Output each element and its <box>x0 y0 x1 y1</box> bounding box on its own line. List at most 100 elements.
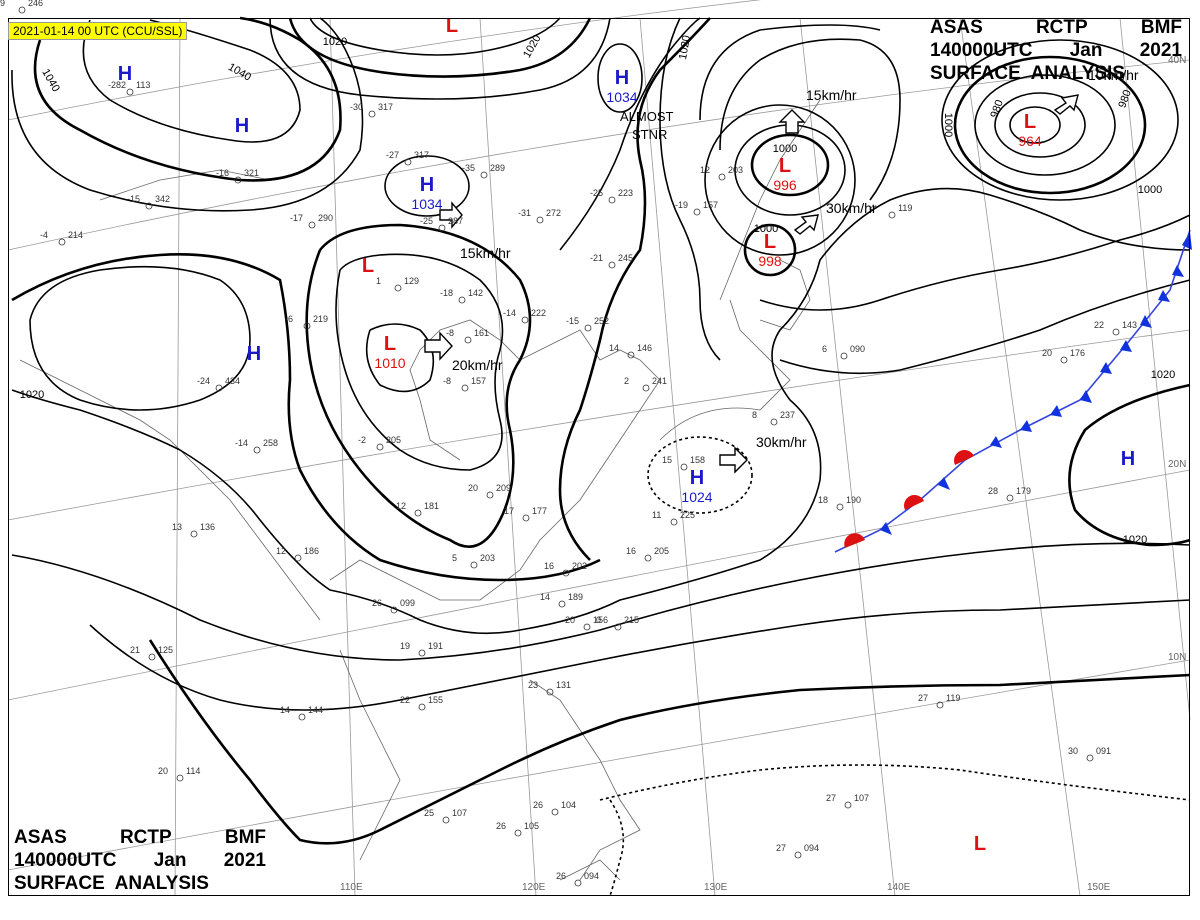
graticule <box>7 0 1191 897</box>
station-circle <box>794 851 802 859</box>
station-temperature: 27 <box>776 843 786 853</box>
station-temperature: -35 <box>462 163 475 173</box>
station-circle <box>442 816 450 824</box>
station-plot: 11 225 <box>652 510 695 526</box>
isobar-label: 1020 <box>20 389 44 401</box>
station-pressure: 245 <box>618 253 633 263</box>
station-circle <box>574 879 582 887</box>
station-plot: 21 125 <box>130 645 173 661</box>
isobar-label: 980 <box>988 98 1006 119</box>
central-pressure-value: 1034 <box>606 89 637 105</box>
high-pressure-center: H <box>1121 448 1135 470</box>
station-plot: -282 113 <box>108 80 150 96</box>
station-temperature: -6 <box>285 314 293 324</box>
lat-label: 10N <box>1168 652 1186 663</box>
station-pressure: 214 <box>68 230 83 240</box>
station-temperature: 12 <box>396 501 406 511</box>
station-temperature: -8 <box>446 328 454 338</box>
isobar-label: 1000 <box>942 113 954 137</box>
station-pressure: 179 <box>1016 486 1031 496</box>
station-pressure: 161 <box>474 328 489 338</box>
station-plot: -8 157 <box>443 376 486 392</box>
station-temperature: -2 <box>358 435 366 445</box>
station-temperature: 8 <box>752 410 757 420</box>
station-plot: 22 143 <box>1094 320 1137 336</box>
station-pressure: 094 <box>804 843 819 853</box>
station-temperature: -16 <box>216 168 229 178</box>
station-pressure: 342 <box>155 194 170 204</box>
station-circle <box>770 418 778 426</box>
station-temperature: 30 <box>1068 746 1078 756</box>
header-code: BMF <box>224 827 266 848</box>
station-plot: 23 131 <box>528 680 571 696</box>
station-circle <box>394 284 402 292</box>
station-circle <box>562 569 570 577</box>
station-plot: -4 214 <box>40 230 83 246</box>
motion-speed-label: 30km/hr <box>826 200 877 216</box>
header-top: ASAS RCTP BMF 140000UTC Jan 2021 SURFACE… <box>930 16 1182 85</box>
station-temperature: -27 <box>386 150 399 160</box>
lon-label: 120E <box>522 882 546 893</box>
station-plot: 0 215 <box>596 615 639 631</box>
station-pressure: 113 <box>136 80 150 90</box>
station-plot: -16 321 <box>216 168 259 184</box>
central-pressure-value: 1010 <box>374 355 405 371</box>
station-plot: 2 241 <box>624 376 667 392</box>
station-circle <box>718 173 726 181</box>
station-circle <box>546 688 554 696</box>
station-circle <box>608 261 616 269</box>
central-pressure-value: 996 <box>773 177 797 193</box>
station-circle <box>190 530 198 538</box>
station-temperature: -19 <box>675 200 688 210</box>
low-pressure-center: L <box>446 15 458 37</box>
station-circle <box>464 336 472 344</box>
station-circle <box>418 703 426 711</box>
station-plot: 12 186 <box>276 546 319 562</box>
station-temperature: -25 <box>590 188 603 198</box>
station-pressure: 104 <box>561 800 576 810</box>
isobar-label: 1000 <box>1138 184 1162 196</box>
station-temperature: 5 <box>452 553 457 563</box>
station-circle <box>642 384 650 392</box>
station-circle <box>1112 328 1120 336</box>
station-pressure: 289 <box>490 163 505 173</box>
station-circle <box>936 701 944 709</box>
station-circle <box>583 623 591 631</box>
station-circle <box>58 238 66 246</box>
station-pressure: 290 <box>318 213 333 223</box>
station-plot: -19 157 <box>675 200 718 216</box>
station-plot: 20 156 <box>565 615 608 631</box>
station-pressure: 091 <box>1096 746 1111 756</box>
header-time: 140000UTC <box>14 850 117 871</box>
station-temperature: 14 <box>540 592 550 602</box>
station-plots: -282 113-30 317-27 317-35 289-16 321-15 342-17… <box>0 0 1137 887</box>
station-temperature: 6 <box>822 344 827 354</box>
station-pressure: 203 <box>480 553 495 563</box>
station-temperature: -14 <box>503 308 516 318</box>
station-temperature: 27 <box>826 793 836 803</box>
station-plot: -15 252 <box>566 316 609 332</box>
station-temperature: -25 <box>420 216 433 226</box>
station-circle <box>390 606 398 614</box>
station-plot: -25 223 <box>590 188 633 204</box>
station-temperature: 0 <box>596 615 601 625</box>
station-circle <box>522 514 530 522</box>
station-plot: 14 146 <box>609 343 652 359</box>
station-pressure: 317 <box>378 102 393 112</box>
station-circle <box>294 554 302 562</box>
station-circle <box>458 296 466 304</box>
station-plot: 14 189 <box>540 592 583 608</box>
station-plot: 30 091 <box>1068 746 1111 762</box>
station-circle <box>148 653 156 661</box>
station-circle <box>1006 494 1014 502</box>
central-pressure-value: 1034 <box>411 196 442 212</box>
station-circle <box>558 600 566 608</box>
station-plot: 27 094 <box>776 843 819 859</box>
station-pressure: 287 <box>448 216 463 226</box>
station-circle <box>1060 356 1068 364</box>
station-pressure: 205 <box>654 546 669 556</box>
header-bottom: ASAS RCTP BMF 140000UTC Jan 2021 SURFACE… <box>14 826 266 895</box>
high-pressure-center: H <box>235 115 249 137</box>
station-temperature: 26 <box>533 800 543 810</box>
